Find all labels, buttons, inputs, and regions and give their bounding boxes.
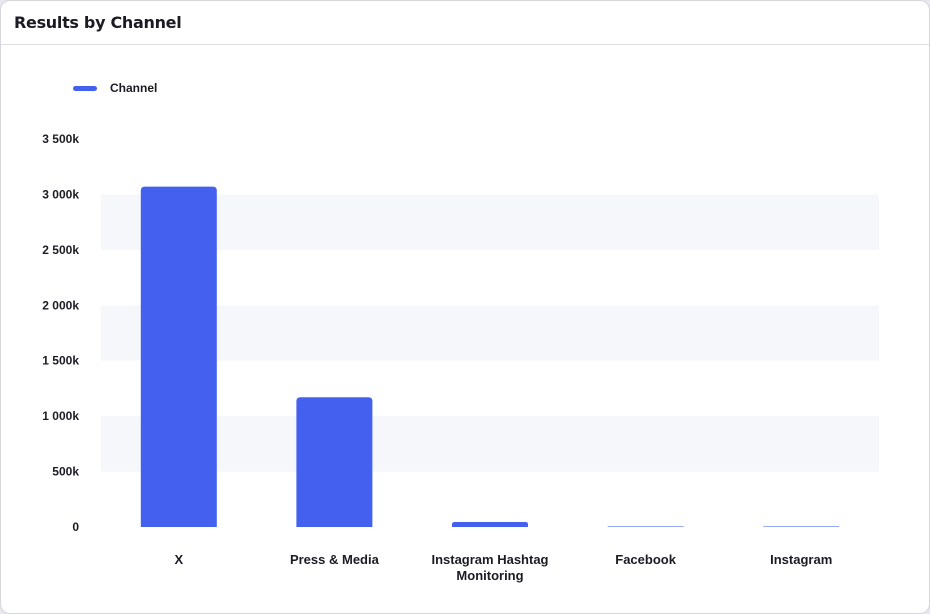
bar-x[interactable] — [140, 186, 217, 527]
x-tick-label: Monitoring — [456, 568, 523, 583]
bar-chart: 0 500k 1 000k 1 500k 2 000k 2 500k 3 000k 3 500… — [42, 132, 879, 583]
card-header: Results by Channel — [1, 1, 929, 45]
legend[interactable]: Channel — [73, 81, 157, 95]
grid-band — [101, 416, 879, 472]
y-tick-label: 2 500k — [42, 243, 79, 257]
y-tick-label: 0 — [72, 520, 79, 534]
grid-band — [101, 305, 879, 361]
y-tick-label: 2 000k — [42, 298, 79, 312]
bar-press-media[interactable] — [296, 397, 373, 527]
x-tick-label: Facebook — [615, 552, 676, 567]
y-tick-label: 1 500k — [42, 354, 79, 368]
bar-instagram-hashtag-monitoring[interactable] — [452, 522, 528, 527]
bar-instagram[interactable] — [763, 526, 840, 527]
x-tick-label: Instagram — [770, 552, 832, 567]
y-tick-label: 3 500k — [42, 132, 79, 146]
grid-band — [101, 194, 879, 250]
x-tick-label: Instagram Hashtag — [431, 552, 548, 567]
x-tick-label: Press & Media — [290, 552, 380, 567]
bar-facebook[interactable] — [607, 526, 684, 527]
y-tick-label: 1 000k — [42, 409, 79, 423]
x-tick-label: X — [174, 552, 183, 567]
y-tick-label: 500k — [52, 465, 79, 479]
legend-swatch — [73, 85, 97, 91]
legend-label-channel: Channel — [110, 81, 158, 95]
y-tick-label: 3 000k — [42, 187, 79, 201]
card-title: Results by Channel — [14, 13, 182, 32]
